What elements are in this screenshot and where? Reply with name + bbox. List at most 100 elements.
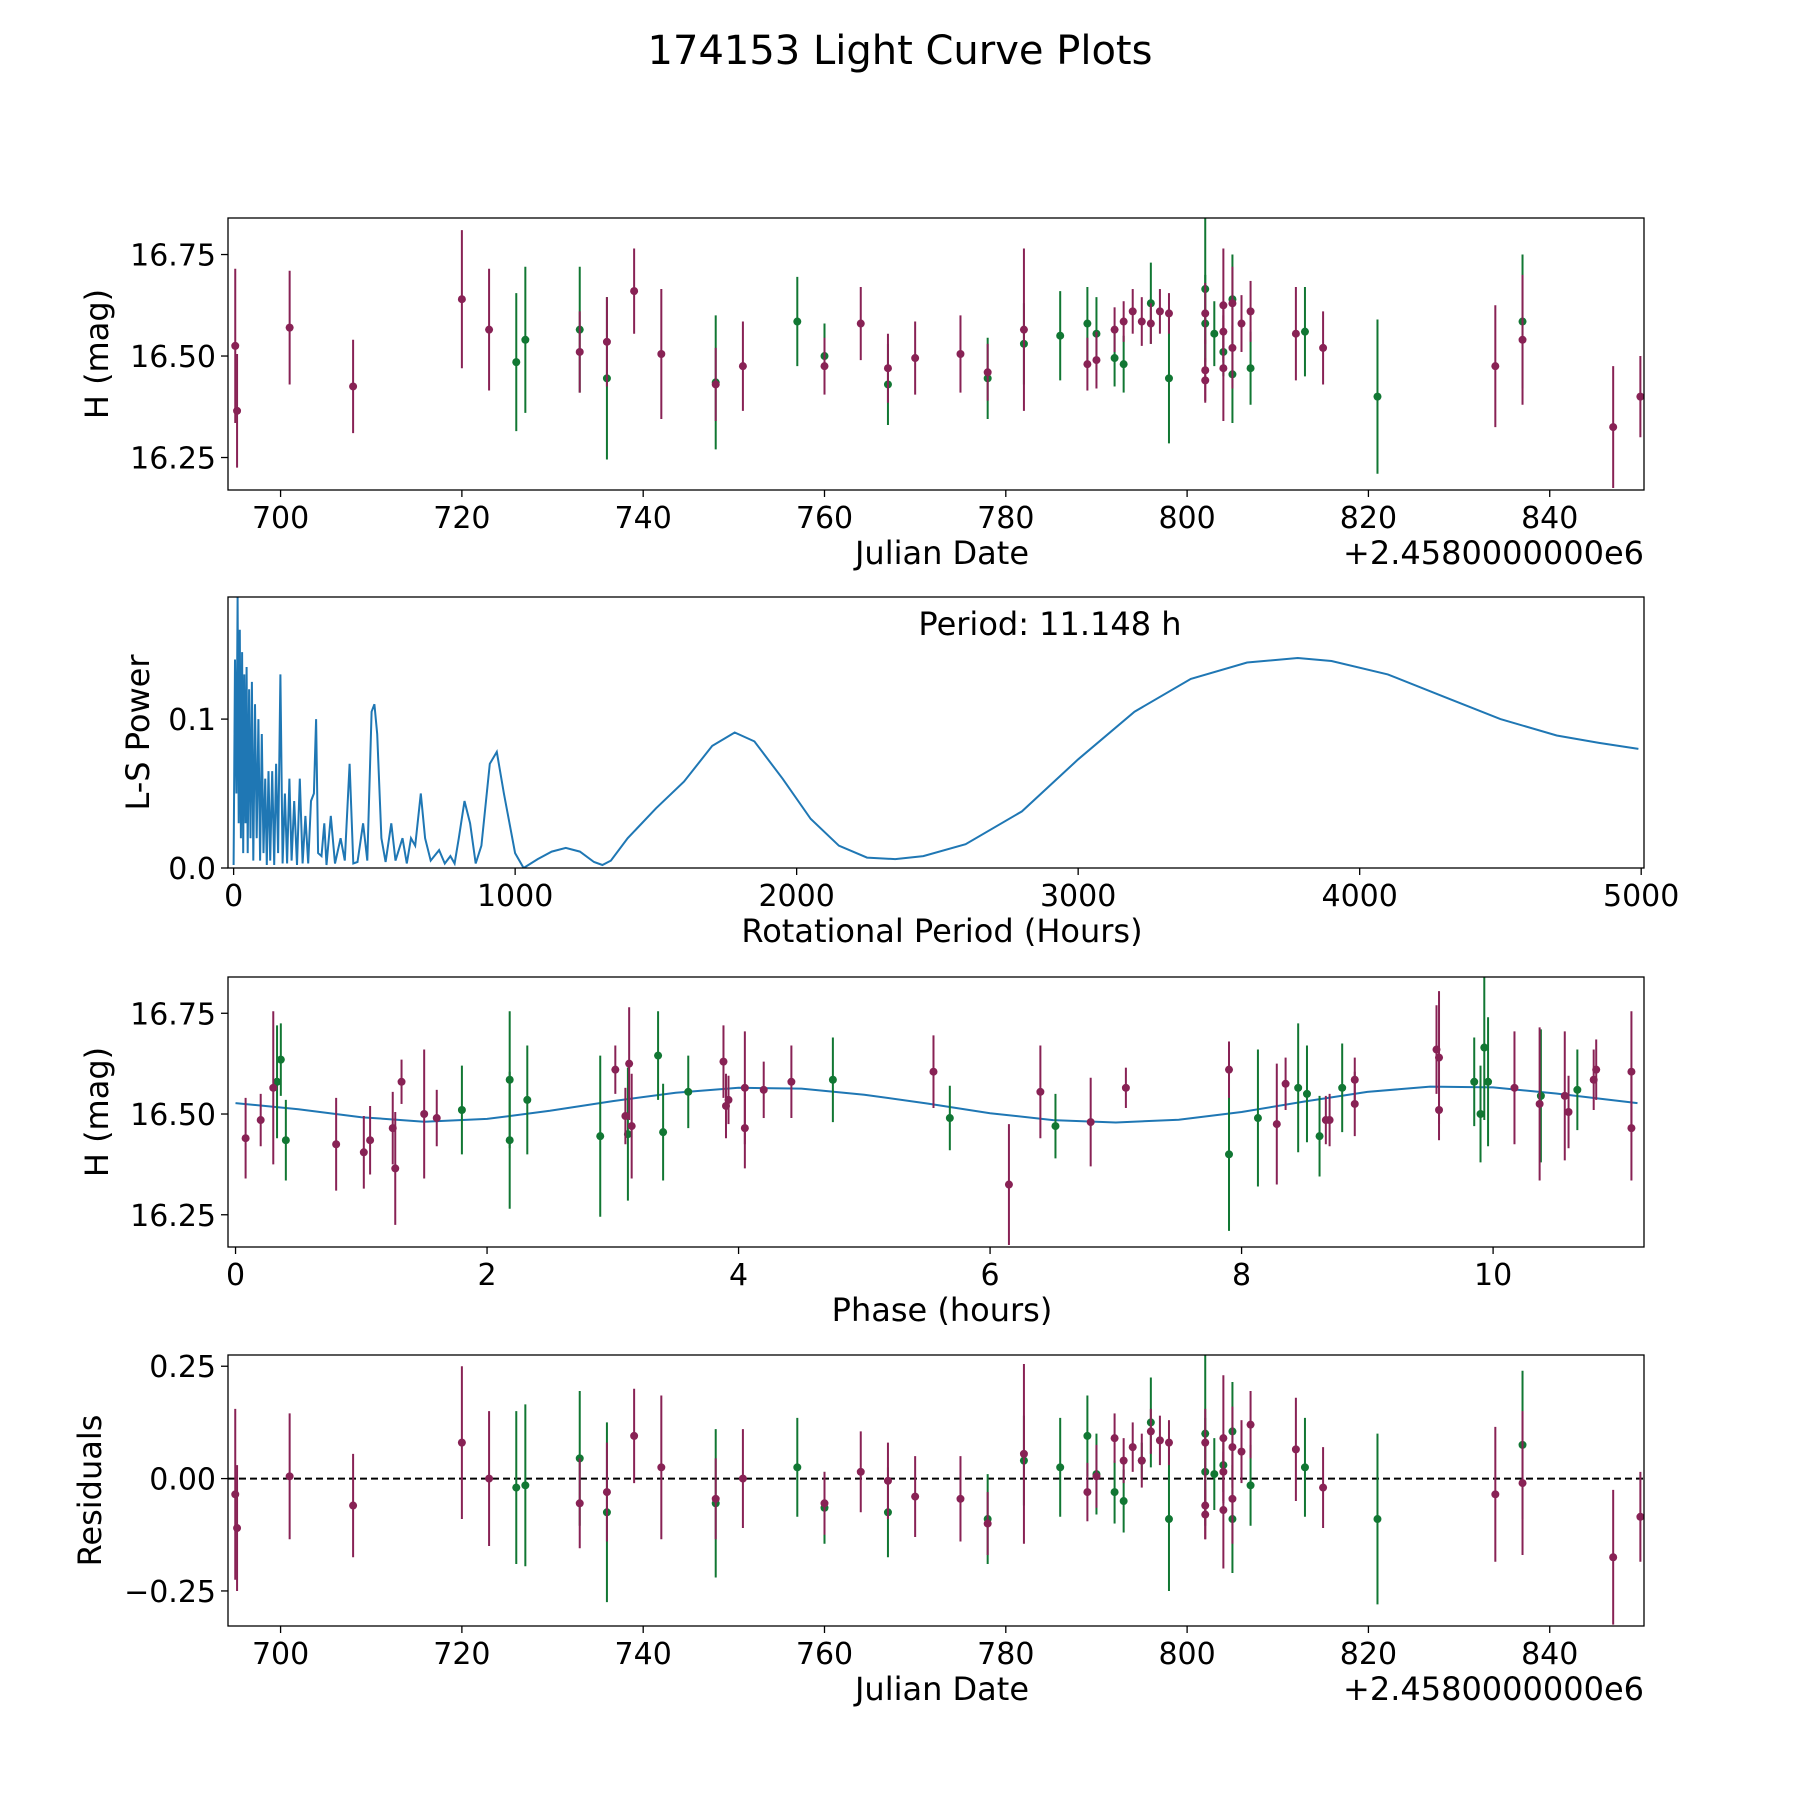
y-tick-label: 0.1 (168, 703, 216, 738)
data-point-g (793, 317, 802, 326)
data-point-g (1056, 331, 1065, 340)
data-point-o (1137, 317, 1146, 326)
data-point-o (630, 287, 639, 296)
data-point-o (1564, 1108, 1573, 1116)
data-point-g (1083, 319, 1092, 328)
data-point-o (1510, 1083, 1519, 1092)
data-point-o (1325, 1116, 1334, 1125)
x-tick-label: 3000 (1040, 879, 1116, 914)
data-point-o (630, 1431, 639, 1440)
data-point-o (1146, 1427, 1155, 1436)
x-axis-label: Phase (hours) (832, 1291, 1053, 1329)
data-point-o (231, 341, 240, 350)
data-point-g (684, 1087, 693, 1096)
data-point-g (1294, 1083, 1303, 1092)
data-point-o (241, 1134, 250, 1143)
data-point-g (596, 1132, 605, 1141)
data-point-o (1636, 392, 1644, 401)
data-point-g (1302, 1089, 1311, 1098)
data-point-o (332, 1140, 341, 1149)
y-tick-label: 16.75 (130, 997, 216, 1032)
y-axis-label: H (mag) (78, 1047, 116, 1177)
data-point-o (1092, 356, 1101, 365)
data-point-o (349, 382, 358, 391)
y-tick-label: 16.25 (130, 1199, 216, 1234)
x-axis-label: Rotational Period (Hours) (741, 912, 1142, 950)
y-axis-label: H (mag) (78, 289, 116, 419)
y-tick-label: 0.25 (149, 1350, 216, 1385)
panel-ls: 0 1000 2000 3000 4000 5000 0.0 0.1 Rotational Pe… (119, 596, 1679, 950)
data-point-g (1484, 1077, 1493, 1086)
axes-frame-ls (227, 596, 1645, 869)
data-point-o (1609, 1553, 1618, 1562)
data-point-g (1315, 1132, 1324, 1141)
data-point-o (391, 1164, 400, 1173)
data-point-g (523, 1095, 532, 1104)
plot-area-phase (235, 977, 1638, 1245)
data-point-o (820, 362, 829, 371)
data-point-g (1210, 1470, 1219, 1479)
data-point-o (1119, 1456, 1128, 1465)
data-point-g (1373, 1515, 1382, 1524)
data-point-o (1110, 325, 1119, 334)
data-point-o (911, 1492, 920, 1501)
data-point-o (1155, 307, 1164, 316)
data-point-o (1560, 1091, 1569, 1100)
data-point-g (1119, 1497, 1128, 1506)
data-point-o (657, 1463, 666, 1472)
data-point-o (1019, 325, 1028, 334)
data-point-o (1228, 1494, 1237, 1503)
x-tick-label: 820 (1340, 1637, 1397, 1672)
series-line-ls-power (232, 597, 1639, 868)
data-point-g (1536, 1091, 1545, 1100)
data-point-g (1083, 1431, 1092, 1440)
data-point-o (611, 1065, 620, 1074)
data-point-o (485, 325, 494, 334)
data-point-o (956, 1494, 965, 1503)
data-point-o (1435, 1105, 1444, 1114)
y-tick-label: 16.50 (130, 340, 216, 375)
data-point-o (787, 1077, 796, 1086)
data-point-o (1228, 299, 1237, 308)
data-point-g (828, 1075, 837, 1084)
period-annotation: Period: 11.148 h (918, 605, 1181, 643)
data-point-g (1225, 1150, 1234, 1159)
x-tick-label: 840 (1521, 501, 1578, 536)
data-point-o (1491, 1490, 1500, 1499)
data-point-o (420, 1110, 429, 1119)
data-point-o (602, 1488, 611, 1497)
data-point-o (719, 1057, 728, 1066)
data-point-o (1627, 1067, 1636, 1076)
data-point-o (1092, 1472, 1101, 1481)
data-point-o (1086, 1118, 1095, 1127)
data-point-o (457, 1438, 466, 1447)
data-point-o (856, 1467, 865, 1476)
data-point-o (1201, 376, 1210, 385)
data-point-g (1470, 1077, 1479, 1086)
data-point-o (1119, 317, 1128, 326)
data-point-o (1319, 1483, 1328, 1492)
panel-resid: 700 720 740 760 780 800 820 840 −0.25 0.00 0.25 Jul… (71, 1350, 1645, 1708)
data-point-o (1281, 1079, 1290, 1088)
x-tick-label: 740 (615, 1637, 672, 1672)
y-axis-label: Residuals (71, 1415, 109, 1567)
data-point-g (1210, 329, 1219, 338)
y-tick-label: −0.25 (124, 1575, 216, 1610)
data-point-o (1146, 319, 1155, 328)
data-point-g (273, 1077, 282, 1086)
data-point-o (911, 354, 920, 363)
y-tick-label: 16.25 (130, 442, 216, 477)
data-point-o (1518, 335, 1527, 344)
panel-lc: 700 720 740 760 780 800 820 840 16.25 16.50 16.75 J… (78, 217, 1645, 572)
data-point-o (1319, 343, 1328, 352)
data-point-g (512, 1483, 521, 1492)
data-point-o (711, 380, 720, 389)
data-point-o (1155, 1436, 1164, 1445)
data-point-g (521, 1481, 530, 1490)
data-point-o (285, 1472, 294, 1481)
y-tick-label: 16.75 (130, 239, 216, 274)
data-point-o (1535, 1099, 1544, 1108)
data-point-g (281, 1136, 290, 1145)
data-point-o (1272, 1120, 1281, 1129)
